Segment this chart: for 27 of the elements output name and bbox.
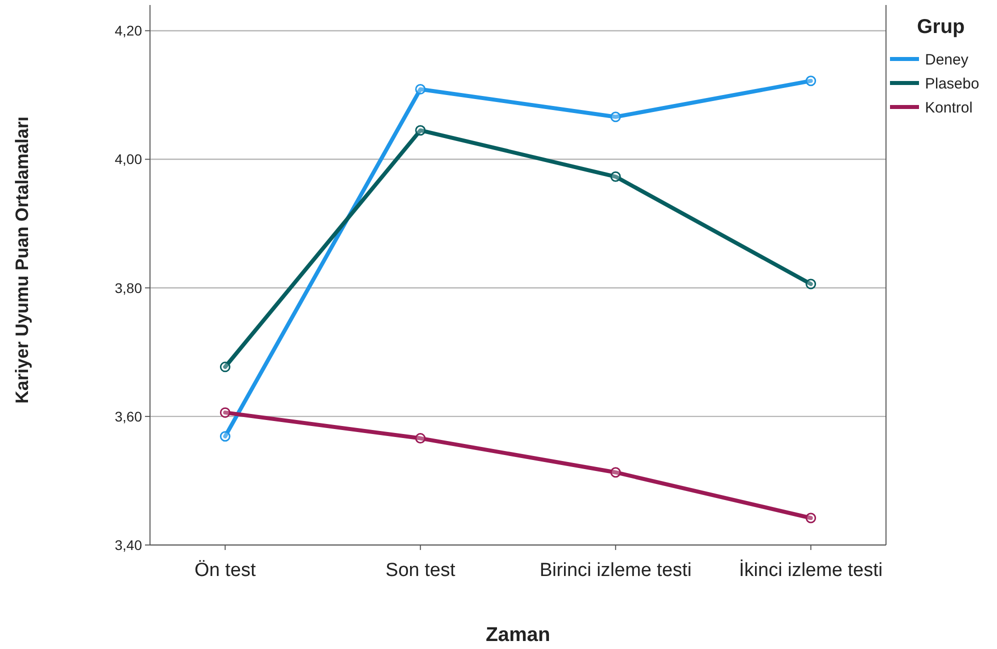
point [806, 76, 816, 86]
point [610, 171, 621, 182]
point [415, 84, 426, 94]
y-tick-label: 3,40 [114, 536, 142, 553]
y-tick-label: 4,20 [114, 22, 142, 39]
x-tick-label: İkinci izleme testi [739, 559, 883, 581]
legend-label: Kontrol [925, 99, 973, 116]
x-tick-label: Son test [386, 560, 456, 581]
legend-label: Plasebo [925, 75, 980, 92]
legend-label: Deney [925, 51, 969, 68]
x-tick-label: Birinci izleme testi [540, 560, 692, 581]
point [415, 433, 426, 444]
x-axis-title: Zaman [486, 624, 550, 646]
y-tick-label: 3,80 [114, 280, 142, 296]
x-tick-label: Ön test [194, 560, 257, 581]
y-tick-label: 3,60 [114, 408, 142, 424]
y-axis-title: Kariyer Uyumu Puan Ortalamaları [12, 116, 32, 404]
point [220, 431, 230, 442]
point [806, 512, 816, 524]
legend-title: Grup [917, 16, 965, 38]
point [806, 278, 816, 290]
point [220, 362, 230, 372]
point [415, 125, 426, 136]
y-tick-label: 4,00 [114, 151, 142, 168]
point [610, 467, 621, 478]
point [610, 112, 621, 122]
point [220, 407, 230, 418]
